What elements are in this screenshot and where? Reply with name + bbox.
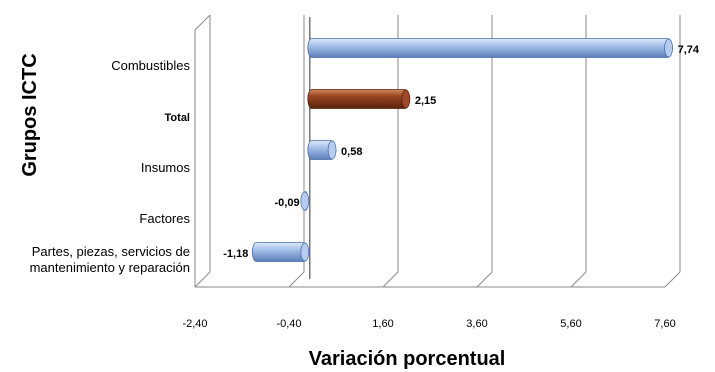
x-tick-label: -2,40: [182, 318, 207, 330]
x-tick-label: 1,60: [372, 318, 393, 330]
bar: [307, 89, 410, 109]
x-tick-label: 5,60: [560, 318, 581, 330]
x-tick-label: -0,40: [276, 318, 301, 330]
gridline-floor: [664, 271, 681, 288]
bar-cap: [300, 242, 310, 262]
data-label: 0,58: [341, 146, 362, 158]
bar-cap: [300, 191, 310, 211]
labels: -2,40 -0,40 1,60 3,60 5,60 7,60 7,74 Combustibl…: [30, 44, 700, 330]
bars: [251, 38, 673, 262]
gridline-floor: [288, 271, 305, 288]
y-axis-title: Grupos ICTC: [19, 53, 41, 176]
category-label: Total: [165, 112, 190, 124]
x-axis-title: Variación porcentual: [309, 348, 506, 370]
side-wall-top: [194, 14, 211, 31]
gridline-floor: [194, 271, 211, 288]
category-label: Combustibles: [111, 58, 190, 73]
category-label: Insumos: [141, 160, 191, 175]
data-label: -1,18: [223, 248, 248, 260]
bar-cap: [401, 89, 411, 109]
gridline-floor: [570, 271, 587, 288]
data-label: 7,74: [678, 44, 700, 56]
gridline-floor: [476, 271, 493, 288]
data-label: -0,09: [274, 197, 299, 209]
bar: [251, 242, 309, 262]
category-label: Partes, piezas, servicios de: [32, 244, 190, 259]
data-label: 2,15: [415, 95, 436, 107]
bar: [307, 38, 672, 58]
bar-cap: [327, 140, 337, 160]
gridline-floor: [382, 271, 399, 288]
bar-cap: [664, 38, 673, 58]
category-label: Factores: [139, 211, 190, 226]
x-tick-label: 3,60: [466, 318, 487, 330]
x-tick-label: 7,60: [654, 318, 675, 330]
gridlines: [194, 14, 681, 288]
category-label: mantenimiento y reparación: [30, 260, 190, 275]
